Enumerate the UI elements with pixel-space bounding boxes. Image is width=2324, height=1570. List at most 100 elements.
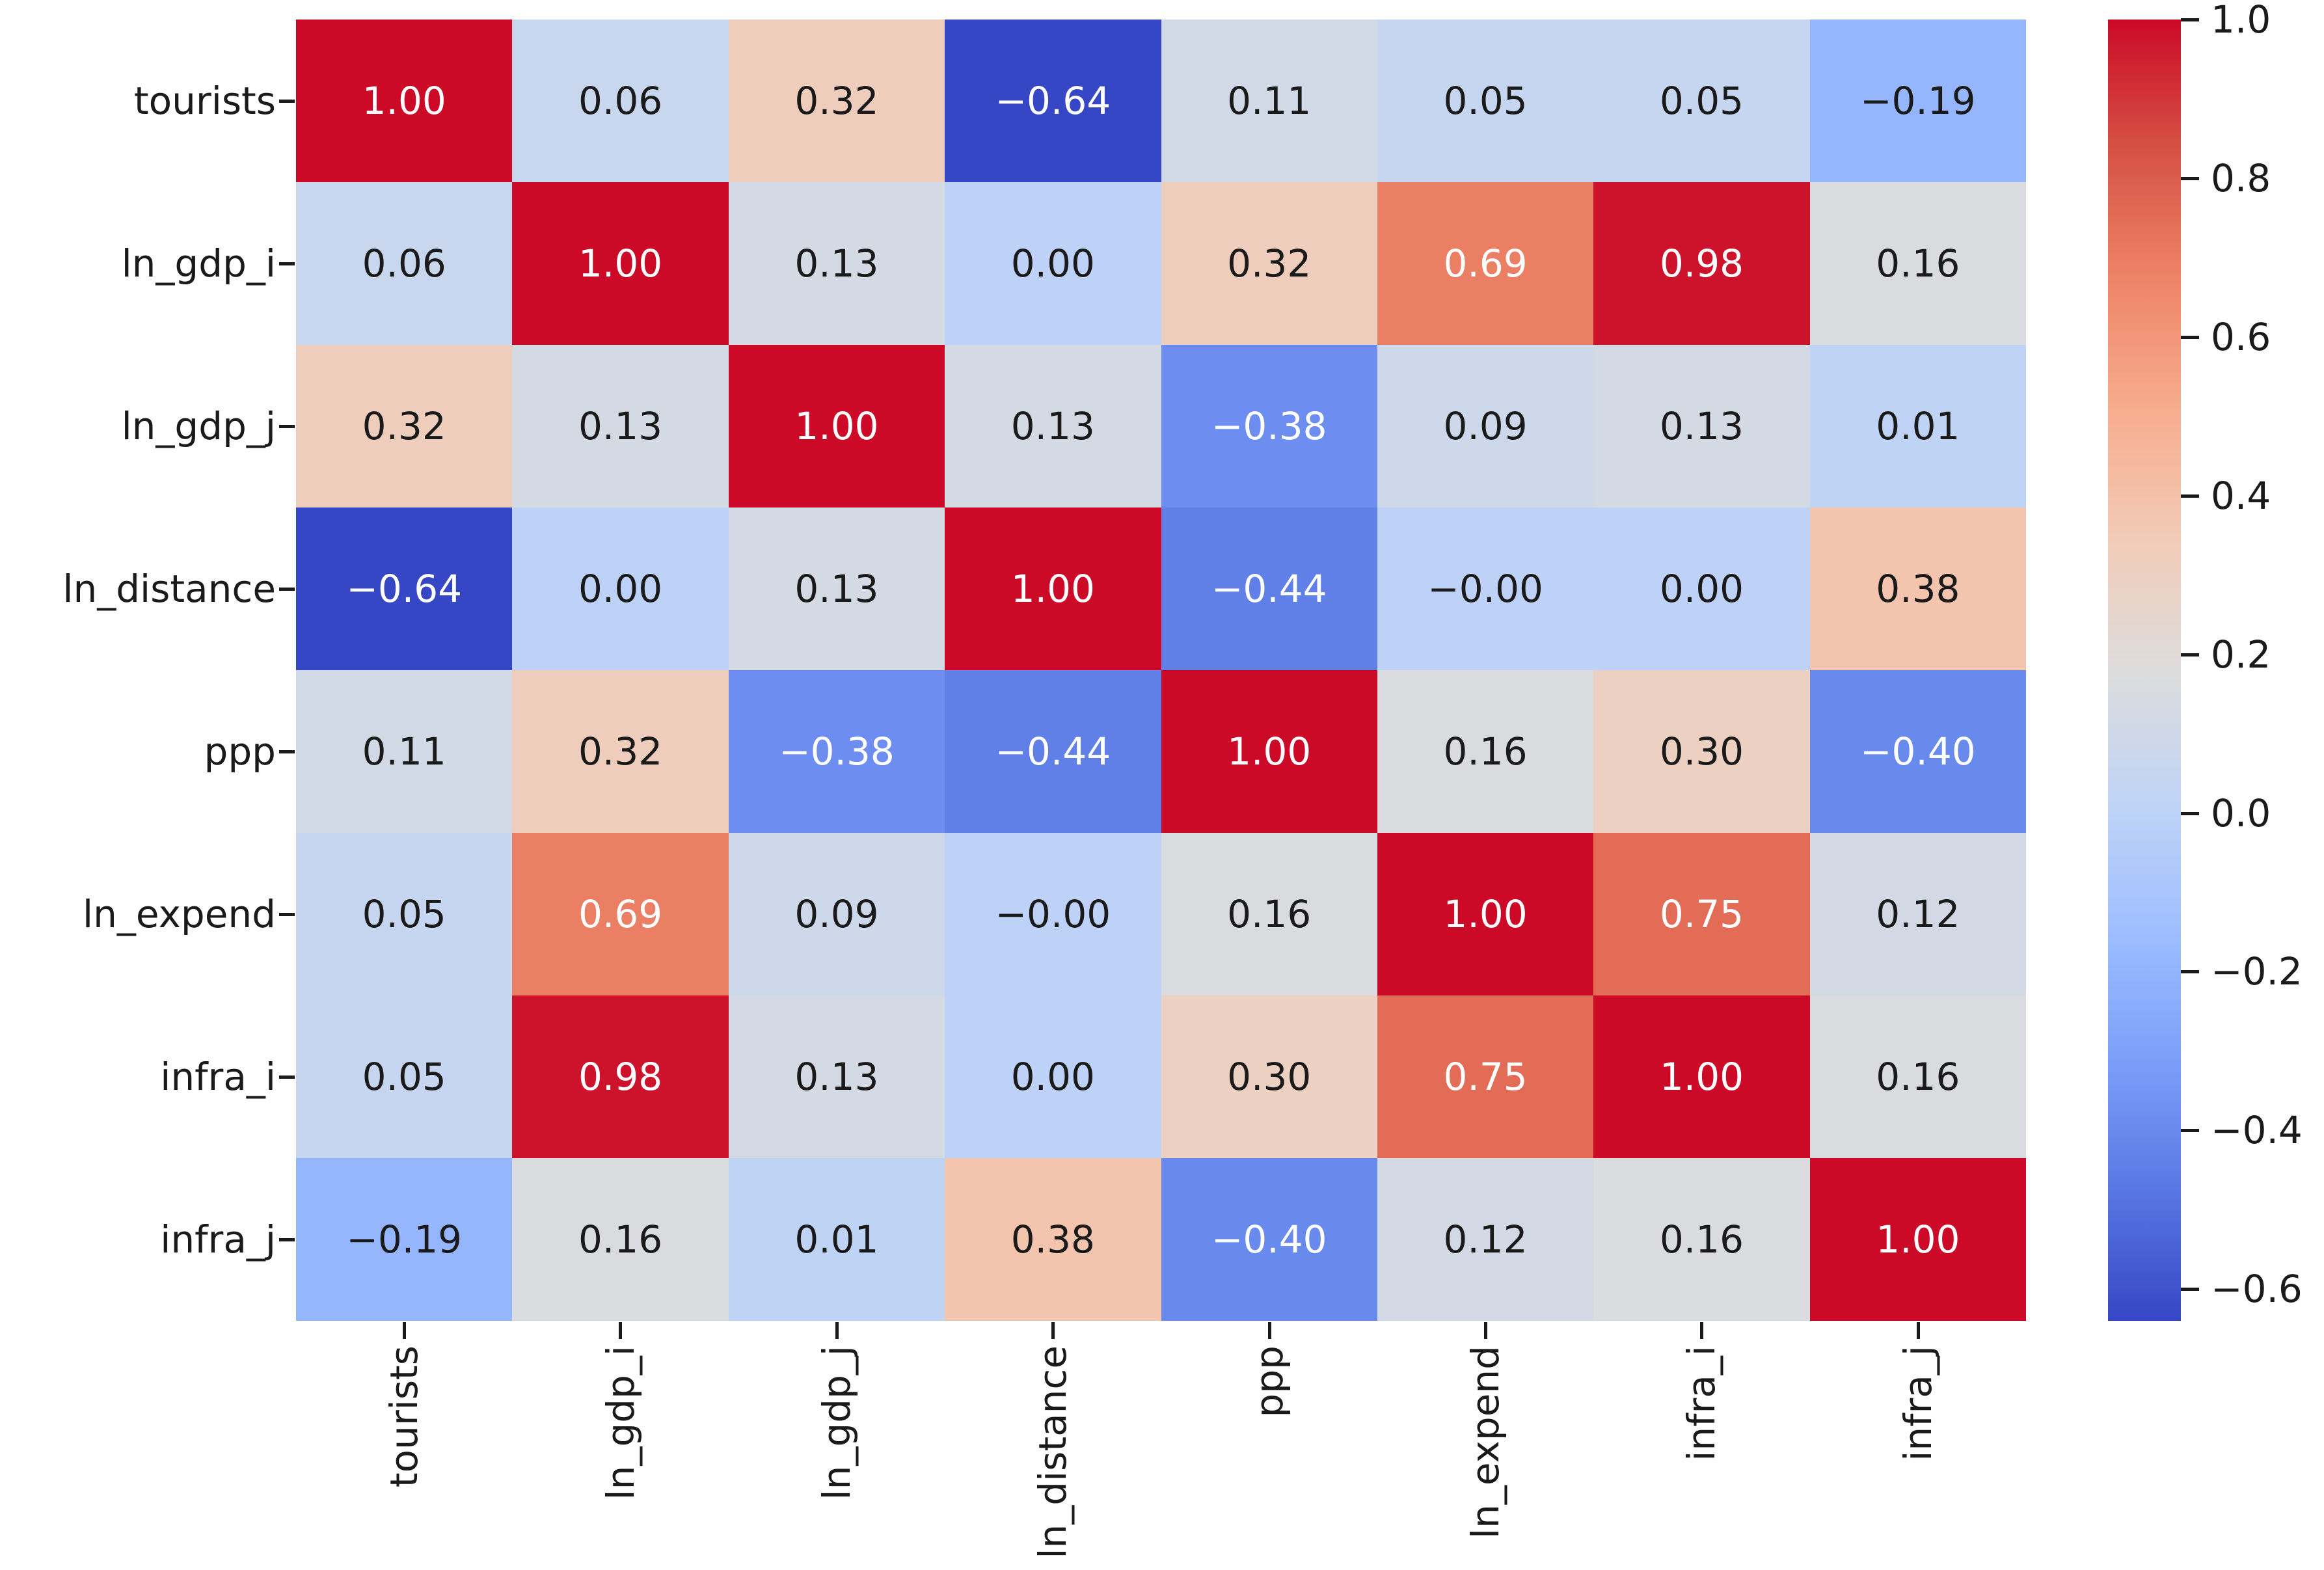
colorbar-tick-label: 0.4 [2211, 473, 2271, 518]
heatmap-cell-ln_expend-tourists: 0.05 [296, 833, 513, 995]
heatmap-cell-tourists-ln_expend: 0.05 [1377, 20, 1594, 182]
cell-value: −0.00 [995, 892, 1111, 936]
x-tick-mark [619, 1322, 623, 1339]
x-tick-mark [403, 1322, 406, 1339]
heatmap-cell-tourists-infra_j: −0.19 [1809, 20, 2026, 182]
cell-value: 0.01 [1876, 404, 1960, 448]
cell-value: −0.19 [346, 1217, 463, 1262]
cell-value: 0.13 [794, 241, 879, 286]
cell-value: 0.13 [1010, 404, 1095, 448]
colorbar-tick-label: 1.0 [2211, 0, 2271, 42]
heatmap-cell-ln_expend-ln_expend: 1.00 [1377, 833, 1594, 995]
cell-value: 0.75 [1443, 1055, 1528, 1099]
cell-value: 1.00 [794, 404, 879, 448]
heatmap-cell-ln_gdp_i-ln_gdp_j: 0.13 [728, 182, 945, 345]
y-tick-label-ln_expend: ln_expend [83, 892, 276, 936]
cell-value: 1.00 [1659, 1055, 1744, 1099]
cell-value: 0.32 [578, 729, 663, 774]
y-tick-mark [279, 100, 295, 103]
heatmap-cell-ln_distance-ln_gdp_j: 0.13 [728, 508, 945, 670]
colorbar-tick-label: 0.8 [2211, 156, 2271, 200]
x-tick-label-ln_gdp_i: ln_gdp_i [598, 1346, 643, 1500]
cell-value: 0.13 [794, 567, 879, 611]
cell-value: 0.69 [1443, 241, 1528, 286]
heatmap-cell-ln_gdp_j-ln_expend: 0.09 [1377, 345, 1594, 508]
cell-value: −0.19 [1859, 79, 1976, 123]
colorbar-tick-mark [2181, 970, 2199, 974]
heatmap-cell-tourists-ln_gdp_i: 0.06 [512, 20, 729, 182]
cell-value: 0.98 [1659, 241, 1744, 286]
heatmap-cell-infra_j-ln_distance: 0.38 [945, 1158, 1161, 1321]
colorbar-tick-label: −0.2 [2211, 949, 2303, 994]
cell-value: 0.05 [1659, 79, 1744, 123]
heatmap-cell-infra_j-ppp: −0.40 [1161, 1158, 1377, 1321]
y-tick-mark [279, 425, 295, 428]
cell-value: 0.11 [1227, 79, 1312, 123]
cell-value: −0.38 [779, 729, 895, 774]
x-tick-label-ln_expend: ln_expend [1463, 1346, 1508, 1539]
cell-value: −0.44 [1211, 567, 1327, 611]
cell-value: 0.32 [362, 404, 446, 448]
heatmap-cell-ln_distance-ln_distance: 1.00 [945, 508, 1161, 670]
cell-value: 0.09 [1443, 404, 1528, 448]
heatmap-cell-infra_j-infra_j: 1.00 [1809, 1158, 2026, 1321]
cell-value: 1.00 [1443, 892, 1528, 936]
heatmap-cell-ln_expend-ppp: 0.16 [1161, 833, 1377, 995]
cell-value: 0.38 [1876, 567, 1960, 611]
colorbar-tick-mark [2181, 18, 2199, 21]
heatmap-cell-infra_j-infra_i: 0.16 [1593, 1158, 1810, 1321]
cell-value: 0.16 [1659, 1217, 1744, 1262]
heatmap-cell-ln_gdp_j-ln_gdp_i: 0.13 [512, 345, 729, 508]
cell-value: 1.00 [1010, 567, 1095, 611]
heatmap-cell-ln_distance-infra_j: 0.38 [1809, 508, 2026, 670]
heatmap-cell-ppp-infra_j: −0.40 [1809, 670, 2026, 833]
cell-value: 0.16 [1227, 892, 1312, 936]
heatmap-cell-ln_gdp_j-infra_i: 0.13 [1593, 345, 1810, 508]
heatmap-cell-infra_i-ln_expend: 0.75 [1377, 995, 1594, 1158]
cell-value: 0.06 [362, 241, 446, 286]
cell-value: 1.00 [578, 241, 663, 286]
colorbar-tick-mark [2181, 1288, 2199, 1292]
heatmap-cell-ln_expend-infra_i: 0.75 [1593, 833, 1810, 995]
heatmap-grid: 1.00 0.06 0.32 −0.64 0.11 0.05 0.05 −0.19 0.06 1.… [296, 20, 2026, 1321]
cell-value: 0.69 [578, 892, 663, 936]
cell-value: 0.16 [1876, 241, 1960, 286]
cell-value: 0.16 [1876, 1055, 1960, 1099]
heatmap-cell-infra_i-ln_gdp_j: 0.13 [728, 995, 945, 1158]
x-tick-mark [1051, 1322, 1055, 1339]
heatmap-cell-ppp-tourists: 0.11 [296, 670, 513, 833]
heatmap-cell-infra_i-ppp: 0.30 [1161, 995, 1377, 1158]
colorbar-tick-label: 0.0 [2211, 791, 2271, 835]
cell-value: 0.00 [1010, 1055, 1095, 1099]
heatmap-cell-infra_i-tourists: 0.05 [296, 995, 513, 1158]
cell-value: −0.64 [346, 567, 463, 611]
heatmap-cell-ppp-ln_gdp_i: 0.32 [512, 670, 729, 833]
x-tick-mark [1267, 1322, 1271, 1339]
heatmap-cell-infra_j-ln_expend: 0.12 [1377, 1158, 1594, 1321]
heatmap-cell-ln_gdp_i-infra_j: 0.16 [1809, 182, 2026, 345]
heatmap-cell-ppp-ln_distance: −0.44 [945, 670, 1161, 833]
heatmap-cell-tourists-ln_gdp_j: 0.32 [728, 20, 945, 182]
y-tick-mark [279, 1076, 295, 1079]
y-tick-label-ln_gdp_j: ln_gdp_j [121, 404, 276, 448]
colorbar-tick-mark [2181, 1129, 2199, 1133]
y-tick-label-tourists: tourists [133, 79, 276, 123]
heatmap-cell-infra_j-ln_gdp_i: 0.16 [512, 1158, 729, 1321]
heatmap-cell-ln_expend-ln_distance: −0.00 [945, 833, 1161, 995]
colorbar-tick-mark [2181, 494, 2199, 498]
heatmap-cell-infra_i-infra_i: 1.00 [1593, 995, 1810, 1158]
heatmap-cell-ln_gdp_i-ppp: 0.32 [1161, 182, 1377, 345]
heatmap-cell-ln_distance-infra_i: 0.00 [1593, 508, 1810, 670]
cell-value: 0.06 [578, 79, 663, 123]
heatmap-cell-ln_gdp_i-tourists: 0.06 [296, 182, 513, 345]
colorbar-tick-label: −0.6 [2211, 1267, 2303, 1312]
x-tick-mark [835, 1322, 839, 1339]
cell-value: 0.13 [794, 1055, 879, 1099]
cell-value: 0.05 [362, 1055, 446, 1099]
heatmap-cell-ln_distance-ln_expend: −0.00 [1377, 508, 1594, 670]
x-tick-label-infra_j: infra_j [1895, 1346, 1940, 1461]
heatmap-cell-tourists-ppp: 0.11 [1161, 20, 1377, 182]
x-tick-label-ln_distance: ln_distance [1031, 1346, 1075, 1559]
heatmap-cell-ln_distance-tourists: −0.64 [296, 508, 513, 670]
